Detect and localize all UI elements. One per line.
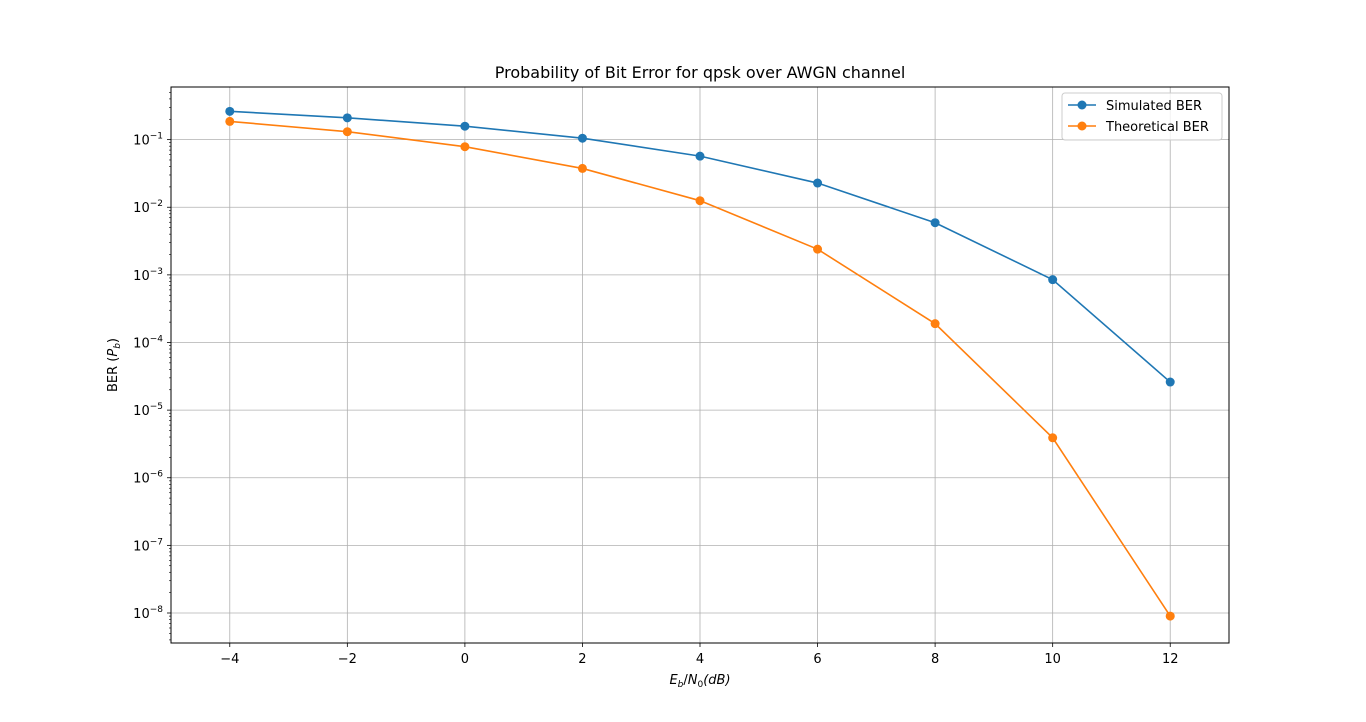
x-tick-label: 6	[813, 652, 821, 667]
x-tick-label: 12	[1162, 652, 1179, 667]
x-axis-label: Eb/N0(dB)	[669, 673, 730, 690]
x-tick-label: 4	[696, 652, 704, 667]
y-tick-label: 10−6	[133, 470, 163, 487]
data-point-simulated-ber	[577, 133, 587, 143]
grid-lines	[171, 87, 1229, 643]
data-point-theoretical-ber	[342, 127, 352, 137]
chart-title: Probability of Bit Error for qpsk over A…	[495, 63, 906, 82]
legend-marker-simulated	[1077, 100, 1087, 110]
legend-label-simulated: Simulated BER	[1106, 99, 1202, 114]
legend-box	[1061, 92, 1223, 141]
y-tick-label: 10−2	[133, 199, 163, 216]
legend-marker-theoretical	[1077, 121, 1087, 131]
data-point-theoretical-ber	[813, 244, 823, 254]
y-axis-label: BER (Pb)	[106, 338, 123, 392]
y-tick-label: 10−5	[133, 402, 163, 419]
data-point-simulated-ber	[342, 113, 352, 123]
legend: Simulated BER Theoretical BER	[1061, 92, 1223, 141]
data-point-simulated-ber	[225, 106, 235, 116]
y-tick-label: 10−1	[133, 132, 163, 149]
x-tick-label: −2	[338, 652, 357, 667]
data-point-theoretical-ber	[577, 163, 587, 173]
x-tick-label: 10	[1044, 652, 1061, 667]
y-tick-label: 10−3	[133, 267, 163, 284]
data-point-simulated-ber	[695, 151, 705, 161]
legend-label-theoretical: Theoretical BER	[1105, 120, 1209, 135]
x-tick-label: 8	[931, 652, 939, 667]
y-tick-label: 10−7	[133, 537, 163, 554]
y-tick-label: 10−8	[133, 605, 163, 622]
data-point-simulated-ber	[813, 178, 823, 188]
data-point-simulated-ber	[1048, 275, 1058, 285]
x-axis-ticks: −4 −2 0 2 4 6 8 10 12	[220, 643, 1178, 667]
x-tick-label: 2	[578, 652, 586, 667]
y-axis-ticks: 10−1 10−2 10−3 10−4 10−5 10−6 10−7 10−8	[133, 132, 171, 622]
data-series	[225, 106, 1175, 621]
data-point-simulated-ber	[460, 121, 470, 131]
x-tick-label: 0	[461, 652, 469, 667]
data-point-theoretical-ber	[1048, 433, 1058, 443]
y-tick-label: 10−4	[133, 334, 163, 351]
data-point-theoretical-ber	[1165, 611, 1175, 621]
data-point-simulated-ber	[930, 218, 940, 228]
x-tick-label: −4	[220, 652, 239, 667]
data-point-theoretical-ber	[695, 196, 705, 206]
data-point-theoretical-ber	[460, 142, 470, 152]
data-point-theoretical-ber	[930, 319, 940, 329]
data-point-theoretical-ber	[225, 116, 235, 126]
data-point-simulated-ber	[1165, 377, 1175, 387]
